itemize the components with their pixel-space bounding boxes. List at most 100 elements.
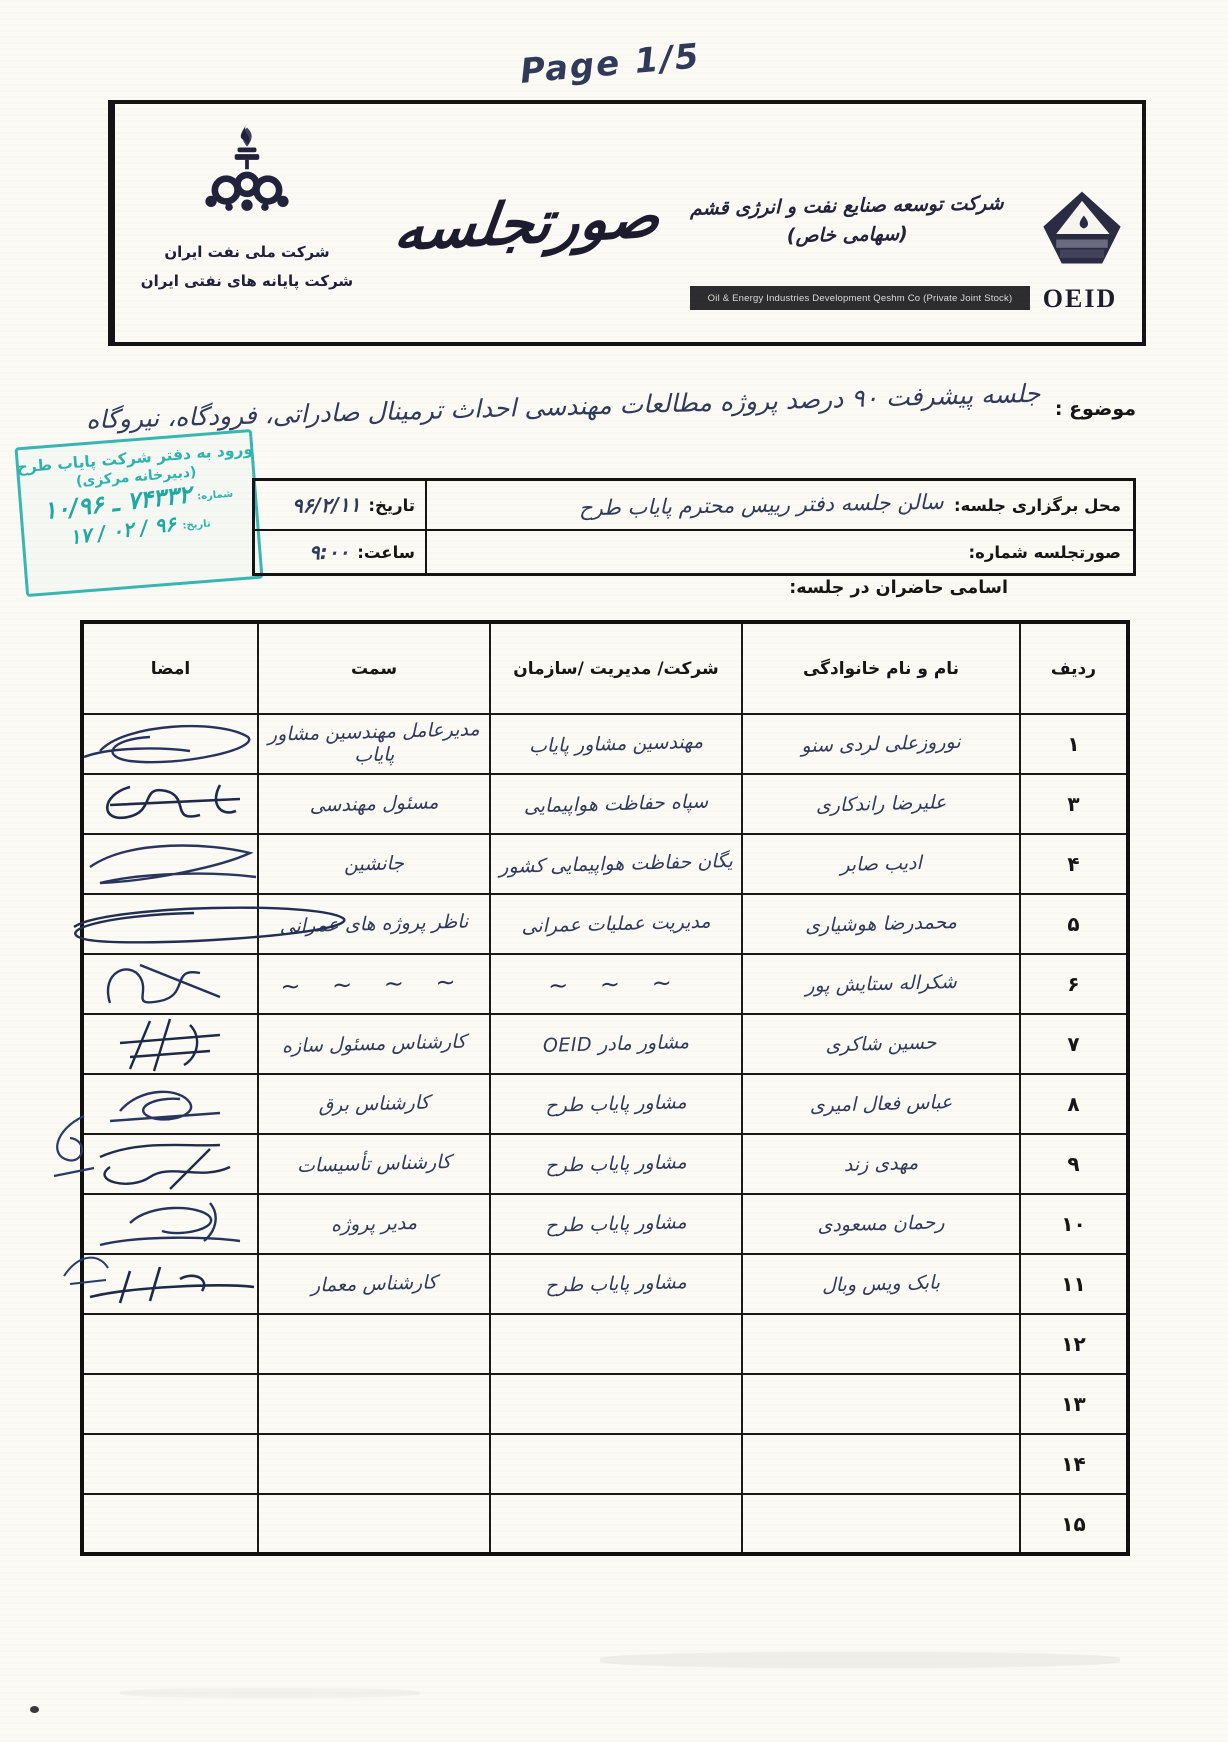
attendee-name	[741, 1430, 1021, 1498]
row-no: ۱۱	[1019, 1253, 1129, 1315]
attendee-name: علیرضا راندکاری	[741, 770, 1021, 838]
attendee-name: رحمان مسعودی	[741, 1190, 1021, 1258]
signature-scribble	[70, 1017, 270, 1073]
attendee-signature-cell	[81, 833, 259, 895]
attendee-org: مشاور پایاب طرح	[489, 1250, 743, 1318]
attendee-row: ۱۴	[81, 1430, 1129, 1498]
attendee-signature-cell	[81, 953, 259, 1015]
attendee-position	[257, 1490, 491, 1558]
row-no: ۱۵	[1019, 1493, 1129, 1555]
oeid-diamond-emblem-icon	[1036, 186, 1128, 282]
row-no: ۱۰	[1019, 1193, 1129, 1255]
attendee-position: کارشناس برق	[257, 1070, 491, 1138]
attendee-org: سپاه حفاظت هواپیمایی	[489, 770, 743, 838]
meeting-location-value: سالن جلسه دفتر رییس محترم پایاب طرح	[579, 489, 945, 521]
scan-smudge	[120, 1688, 420, 1698]
subject-handwritten-text: جلسه پیشرفت ۹۰ درصد پروژه مطالعات مهندسی…	[86, 378, 1042, 435]
attendee-row: ۱ نوروزعلی لردی سنو مهندسین مشاور پایاب …	[81, 710, 1129, 778]
attendee-signature-cell	[81, 1253, 259, 1315]
attendee-signature-cell	[81, 1433, 259, 1495]
attendee-name	[741, 1370, 1021, 1438]
attendee-position: کارشناس تأسیسات	[257, 1130, 491, 1198]
row-no: ۵	[1019, 893, 1129, 955]
attendee-name: شکراله ستایش پور	[741, 950, 1021, 1018]
minutes-number-label: صورتجلسه شماره:	[968, 542, 1121, 562]
attendee-name: عباس فعال امیری	[741, 1070, 1021, 1138]
row-no: ۸	[1019, 1073, 1129, 1135]
meeting-time-label: ساعت:	[357, 542, 415, 562]
attendee-org: مدیریت عملیات عمرانی	[489, 890, 743, 958]
meeting-time-value: ۹:۰۰	[308, 539, 350, 565]
signature-scribble	[70, 837, 270, 893]
attendee-name: ادیب صابر	[741, 830, 1021, 898]
meeting-date-label: تاریخ:	[368, 495, 415, 515]
attendees-caption: اسامی حاضران در جلسه:	[789, 578, 1008, 598]
row-no: ۹	[1019, 1133, 1129, 1195]
oeid-logo-text: OEID	[1042, 284, 1118, 313]
attendee-name: نوروزعلی لردی سنو	[741, 710, 1021, 778]
attendee-position	[257, 1430, 491, 1498]
attendee-row: ۱۲	[81, 1310, 1129, 1378]
attendee-signature-cell	[81, 1493, 259, 1555]
iotc-name: شرکت پایانه های نفتی ایران	[140, 272, 354, 291]
attendee-org: مشاور پایاب طرح	[489, 1070, 743, 1138]
nioc-torch-emblem-icon	[199, 122, 295, 230]
attendee-position: جانشین	[257, 830, 491, 898]
attendee-name: حسین شاکری	[741, 1010, 1021, 1078]
attendee-signature-cell	[81, 1133, 259, 1195]
subject-line: موضوع : جلسه پیشرفت ۹۰ درصد پروژه مطالعا…	[86, 379, 1136, 435]
letterhead-nioc-cell: شرکت ملی نفت ایران شرکت پایانه های نفتی …	[112, 104, 379, 342]
attendee-signature-cell	[73, 893, 346, 955]
oeid-company-name-en: Oil & Energy Industries Development Qesh…	[690, 286, 1030, 310]
attendee-row: ۴ ادیب صابر یگان حفاظت هواپیمایی کشور جا…	[81, 830, 1129, 898]
attendee-position-ditto: ~ ~ ~ ~	[257, 950, 491, 1018]
nioc-name: شرکت ملی نفت ایران	[164, 243, 330, 261]
meeting-location-cell: محل برگزاری جلسه: سالن جلسه دفتر رییس مح…	[427, 481, 1133, 529]
attendance-header-row: ردیف نام و نام خانوادگی شرکت/ مدیریت /سا…	[81, 621, 1129, 715]
attendee-name: بابک ویس وبال	[741, 1250, 1021, 1318]
scan-smudge	[600, 1652, 1120, 1668]
attendee-name	[741, 1490, 1021, 1558]
attendee-org: یگان حفاظت هواپیمایی کشور	[489, 830, 743, 898]
registry-stamp: ورود به دفتر شرکت پایاب طرح (دبیرخانه مر…	[14, 428, 264, 598]
attendee-signature-cell	[81, 1313, 259, 1375]
attendee-row: ۸ عباس فعال امیری مشاور پایاب طرح کارشنا…	[81, 1070, 1129, 1138]
attendee-position: مدیر پروژه	[257, 1190, 491, 1258]
col-row-no: ردیف	[1019, 621, 1129, 715]
signature-scribble	[70, 1077, 270, 1133]
attendee-org	[489, 1370, 743, 1438]
letterhead-oeid-cell: شرکت توسعه صنایع نفت و انرژی قشم (سهامی …	[676, 104, 1142, 342]
meeting-time-cell: ساعت: ۹:۰۰	[255, 531, 427, 573]
row-no: ۳	[1019, 773, 1129, 835]
attendee-position: کارشناس معمار	[257, 1250, 491, 1318]
attendee-position: ناظر پروژه های عمرانی	[257, 890, 491, 958]
attendee-row: ۱۳	[81, 1370, 1129, 1438]
attendee-position: کارشناس مسئول سازه	[257, 1010, 491, 1078]
signature-scribble	[70, 777, 270, 833]
attendee-row: ۱۵	[81, 1490, 1129, 1558]
attendee-signature-cell	[81, 1073, 259, 1135]
attendee-signature-cell	[81, 713, 259, 775]
row-no: ۷	[1019, 1013, 1129, 1075]
attendee-org	[489, 1490, 743, 1558]
attendee-row: ۳ علیرضا راندکاری سپاه حفاظت هواپیمایی م…	[81, 770, 1129, 838]
meeting-date-cell: تاریخ: ۹۶/۲/۱۱	[255, 481, 427, 529]
attendee-row: ۱۱ بابک ویس وبال مشاور پایاب طرح کارشناس…	[81, 1250, 1129, 1318]
signature-scribble	[70, 1137, 270, 1193]
attendee-name: محمدرضا هوشیاری	[741, 890, 1021, 958]
row-no: ۴	[1019, 833, 1129, 895]
col-signature: امضا	[81, 621, 259, 715]
stamp-date-label: تاریخ:	[182, 517, 212, 532]
attendance-table: ردیف نام و نام خانوادگی شرکت/ مدیریت /سا…	[73, 620, 1130, 1558]
minutes-number-cell: صورتجلسه شماره:	[427, 531, 1133, 573]
attendee-position: مسئول مهندسی	[257, 770, 491, 838]
scan-ink-dot	[30, 1706, 39, 1713]
row-no: ۱۲	[1019, 1313, 1129, 1375]
oeid-company-name-fa: شرکت توسعه صنایع نفت و انرژی قشم (سهامی …	[689, 192, 1004, 247]
row-no: ۱	[1019, 713, 1129, 775]
page-number-note: Page 1/5	[518, 36, 703, 92]
row-no: ۱۳	[1019, 1373, 1129, 1435]
attendee-row: ۵ محمدرضا هوشیاری مدیریت عملیات عمرانی ن…	[73, 890, 1129, 958]
meeting-info-box: تاریخ: ۹۶/۲/۱۱ محل برگزاری جلسه: سالن جل…	[252, 478, 1136, 576]
